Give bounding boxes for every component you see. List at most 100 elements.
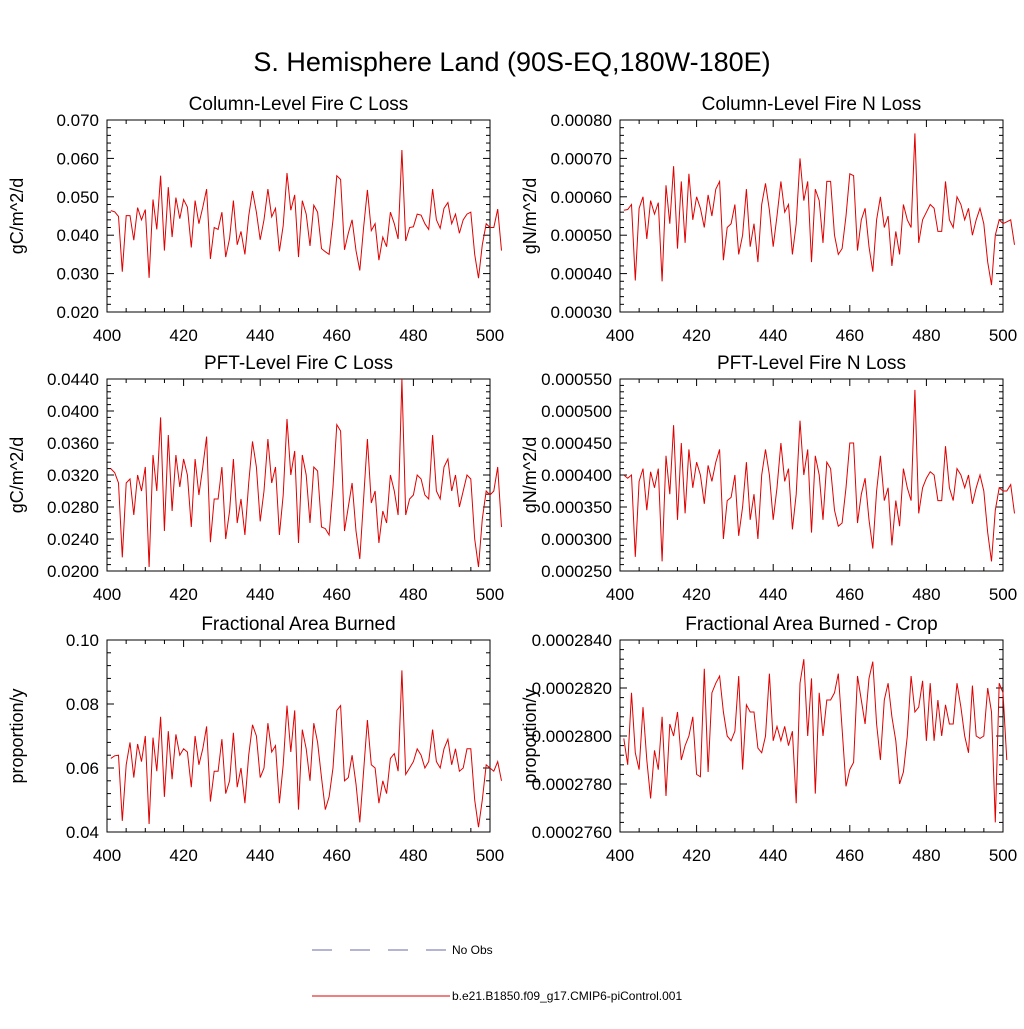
x-tick-label: 440 <box>759 326 787 345</box>
x-tick-label: 460 <box>323 326 351 345</box>
panel-2: Column-Level Fire N Loss 400 420 440 460 480 5… <box>520 94 1017 345</box>
y-tick-label: 0.04 <box>66 823 99 842</box>
x-tick-label: 420 <box>682 326 710 345</box>
panel-title: Column-Level Fire C Loss <box>189 94 409 115</box>
x-tick-label: 460 <box>323 846 351 865</box>
y-tick-label: 0.00050 <box>551 226 612 245</box>
y-axis-label: gC/m^2/d <box>7 178 27 254</box>
y-tick-label: 0.000450 <box>541 434 612 453</box>
series-line <box>623 659 1008 823</box>
y-tick-label: 0.040 <box>56 226 99 245</box>
y-tick-label: 0.0400 <box>47 402 99 421</box>
y-tick-label: 0.020 <box>56 303 99 322</box>
y-tick-label: 0.0240 <box>47 530 99 549</box>
y-tick-label: 0.000550 <box>541 370 612 389</box>
y-tick-label: 0.0360 <box>47 434 99 453</box>
x-tick-label: 500 <box>989 326 1017 345</box>
y-tick-label: 0.000350 <box>541 498 612 517</box>
x-tick-label: 420 <box>169 585 197 604</box>
panel-title: Column-Level Fire N Loss <box>702 94 922 115</box>
legend: No Obs b.e21.B1850.f09_g17.CMIP6-piContr… <box>312 943 682 1003</box>
y-tick-label: 0.050 <box>56 188 99 207</box>
y-tick-label: 0.030 <box>56 265 99 284</box>
y-axis-label: gN/m^2/d <box>520 437 540 513</box>
y-tick-label: 0.000250 <box>541 562 612 581</box>
x-tick-label: 500 <box>476 585 504 604</box>
y-tick-label: 0.000400 <box>541 466 612 485</box>
panel-5: Fractional Area Burned 400 420 440 460 480 500… <box>7 614 504 865</box>
y-tick-label: 0.0440 <box>47 370 99 389</box>
x-tick-label: 460 <box>836 326 864 345</box>
x-tick-label: 400 <box>606 585 634 604</box>
x-tick-label: 440 <box>246 585 274 604</box>
series-line <box>110 149 502 279</box>
x-tick-label: 440 <box>246 326 274 345</box>
y-tick-label: 0.0002760 <box>532 823 612 842</box>
y-tick-label: 0.000300 <box>541 530 612 549</box>
y-tick-label: 0.06 <box>66 759 99 778</box>
y-tick-label: 0.0002800 <box>532 727 612 746</box>
panel-title: Fractional Area Burned - Crop <box>685 614 937 635</box>
y-axis-label: gC/m^2/d <box>7 437 27 513</box>
y-tick-label: 0.0002780 <box>532 775 612 794</box>
y-tick-label: 0.10 <box>66 631 99 650</box>
y-axis-label: gN/m^2/d <box>520 178 540 254</box>
x-tick-label: 480 <box>912 846 940 865</box>
panel-title: PFT-Level Fire C Loss <box>204 353 393 374</box>
legend-label-model: b.e21.B1850.f09_g17.CMIP6-piControl.001 <box>452 989 682 1003</box>
y-tick-label: 0.000500 <box>541 402 612 421</box>
y-tick-label: 0.0280 <box>47 498 99 517</box>
x-tick-label: 420 <box>682 585 710 604</box>
x-tick-label: 400 <box>606 846 634 865</box>
x-tick-label: 420 <box>169 846 197 865</box>
y-tick-label: 0.00030 <box>551 303 612 322</box>
legend-label-no-obs: No Obs <box>452 943 493 957</box>
x-tick-label: 440 <box>246 846 274 865</box>
y-tick-label: 0.0320 <box>47 466 99 485</box>
y-tick-label: 0.0002820 <box>532 679 612 698</box>
panel-6: Fractional Area Burned - Crop 400 420 440 46… <box>520 614 1017 865</box>
x-tick-label: 480 <box>399 326 427 345</box>
x-tick-label: 480 <box>399 846 427 865</box>
x-tick-label: 500 <box>989 846 1017 865</box>
x-tick-label: 460 <box>323 585 351 604</box>
y-tick-label: 0.0002840 <box>532 631 612 650</box>
panel-title: PFT-Level Fire N Loss <box>717 353 906 374</box>
y-axis-label: proportion/y <box>520 688 540 783</box>
series-line <box>623 389 1015 562</box>
x-tick-label: 400 <box>606 326 634 345</box>
y-axis-label: proportion/y <box>7 688 27 783</box>
page-title: S. Hemisphere Land (90S-EQ,180W-180E) <box>253 47 770 77</box>
x-tick-label: 480 <box>399 585 427 604</box>
panel-4: PFT-Level Fire N Loss 400 420 440 460 480 500 0… <box>520 353 1017 604</box>
x-tick-label: 440 <box>759 585 787 604</box>
series-line <box>110 670 502 828</box>
x-tick-label: 400 <box>93 585 121 604</box>
panel-1: Column-Level Fire C Loss 400 420 440 460 480 5… <box>7 94 504 345</box>
series-line <box>110 378 502 568</box>
x-tick-label: 460 <box>836 846 864 865</box>
x-tick-label: 440 <box>759 846 787 865</box>
y-tick-label: 0.060 <box>56 149 99 168</box>
y-tick-label: 0.00070 <box>551 149 612 168</box>
x-tick-label: 480 <box>912 326 940 345</box>
y-tick-label: 0.0200 <box>47 562 99 581</box>
x-tick-label: 420 <box>682 846 710 865</box>
y-tick-label: 0.00080 <box>551 111 612 130</box>
x-tick-label: 400 <box>93 326 121 345</box>
panels: Column-Level Fire C Loss 400 420 440 460 480 5… <box>7 94 1017 865</box>
x-tick-label: 480 <box>912 585 940 604</box>
panel-title: Fractional Area Burned <box>201 614 395 635</box>
y-tick-label: 0.00040 <box>551 265 612 284</box>
y-tick-label: 0.08 <box>66 695 99 714</box>
x-tick-label: 460 <box>836 585 864 604</box>
panel-3: PFT-Level Fire C Loss 400 420 440 460 480 500 0… <box>7 353 504 604</box>
x-tick-label: 500 <box>476 326 504 345</box>
y-tick-label: 0.00060 <box>551 188 612 207</box>
series-line <box>623 133 1015 286</box>
x-tick-label: 500 <box>989 585 1017 604</box>
x-tick-label: 420 <box>169 326 197 345</box>
